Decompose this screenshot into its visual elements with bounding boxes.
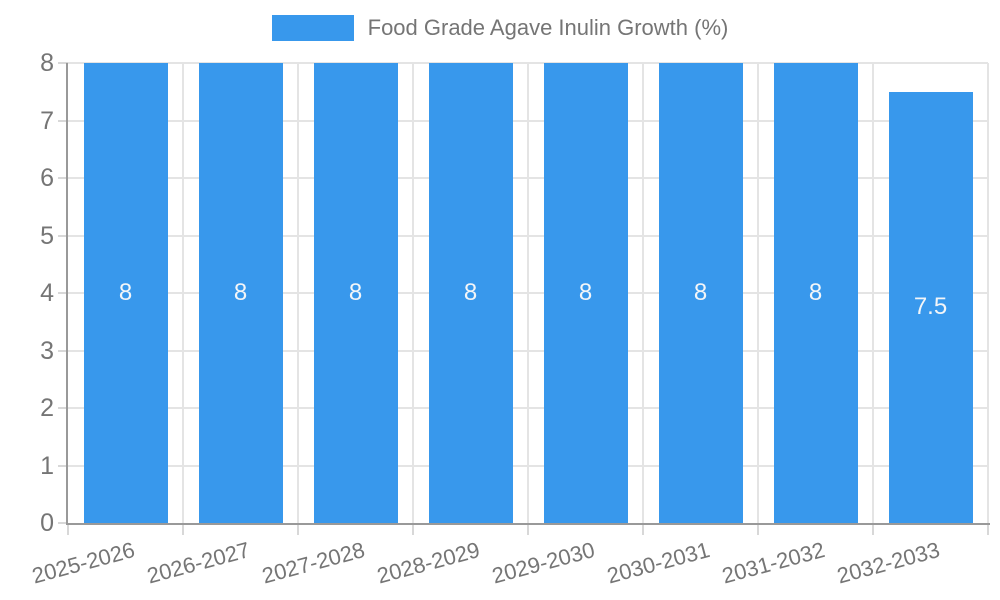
x-tick-mark — [67, 523, 69, 535]
y-tick-label: 3 — [40, 336, 54, 365]
bar — [658, 63, 743, 523]
y-tick-mark — [58, 292, 68, 294]
bar — [83, 63, 168, 523]
x-gridline — [182, 63, 184, 523]
x-gridline — [527, 63, 529, 523]
y-tick-mark — [58, 234, 68, 237]
x-tick-mark — [987, 523, 989, 535]
x-category-label: 2031-2032 — [719, 537, 828, 589]
y-tick-label: 6 — [40, 164, 54, 192]
y-tick-mark — [58, 119, 68, 122]
bar — [543, 63, 628, 523]
x-gridline — [412, 63, 414, 523]
x-tick-mark — [872, 523, 874, 535]
bar-value-label: 8 — [118, 279, 133, 306]
bar-value-label: 7.5 — [913, 293, 948, 321]
bar — [198, 63, 283, 523]
y-tick-label: 0 — [40, 509, 54, 537]
x-category-label: 2028-2029 — [374, 537, 483, 589]
y-tick-label: 7 — [40, 106, 54, 135]
y-tick-mark — [58, 62, 68, 64]
y-tick-mark — [58, 177, 68, 179]
y-tick-label: 8 — [40, 49, 54, 77]
x-category-label: 2029-2030 — [489, 537, 598, 589]
x-gridline — [872, 63, 874, 523]
x-gridline — [757, 63, 759, 523]
bar-value-label: 8 — [463, 279, 478, 306]
bar — [888, 91, 973, 523]
x-tick-mark — [182, 523, 184, 535]
x-gridline — [297, 63, 299, 523]
y-tick-mark — [58, 407, 68, 409]
bar-value-label: 8 — [233, 279, 248, 306]
y-tick-label: 2 — [40, 394, 54, 422]
bar — [773, 63, 858, 523]
y-tick-mark — [58, 522, 68, 524]
x-tick-mark — [642, 523, 644, 535]
bar — [428, 63, 513, 523]
x-tick-mark — [757, 523, 759, 535]
x-tick-mark — [527, 523, 529, 535]
y-tick-label: 1 — [40, 451, 54, 480]
x-gridline — [987, 63, 989, 523]
x-axis-line — [66, 523, 990, 525]
x-tick-mark — [412, 523, 414, 535]
y-tick-mark — [58, 464, 68, 467]
y-tick-label: 4 — [40, 279, 54, 307]
y-axis-line — [66, 63, 68, 525]
x-category-label: 2026-2027 — [144, 537, 253, 589]
legend-item[interactable]: Food Grade Agave Inulin Growth (%) — [0, 15, 1000, 41]
bar-value-label: 8 — [693, 279, 708, 306]
legend-label: Food Grade Agave Inulin Growth (%) — [367, 15, 729, 40]
x-category-label: 2025-2026 — [29, 537, 138, 589]
y-tick-mark — [58, 349, 68, 352]
y-tick-label: 5 — [40, 221, 54, 250]
x-gridline — [642, 63, 644, 523]
bar-value-label: 8 — [808, 279, 823, 306]
x-category-label: 2032-2033 — [834, 537, 943, 589]
x-category-label: 2030-2031 — [604, 537, 713, 589]
x-tick-mark — [297, 523, 299, 535]
legend-swatch — [271, 15, 354, 41]
bar — [313, 63, 398, 523]
bar-value-label: 8 — [348, 279, 363, 306]
bar-value-label: 8 — [578, 279, 593, 306]
x-category-label: 2027-2028 — [259, 537, 368, 589]
